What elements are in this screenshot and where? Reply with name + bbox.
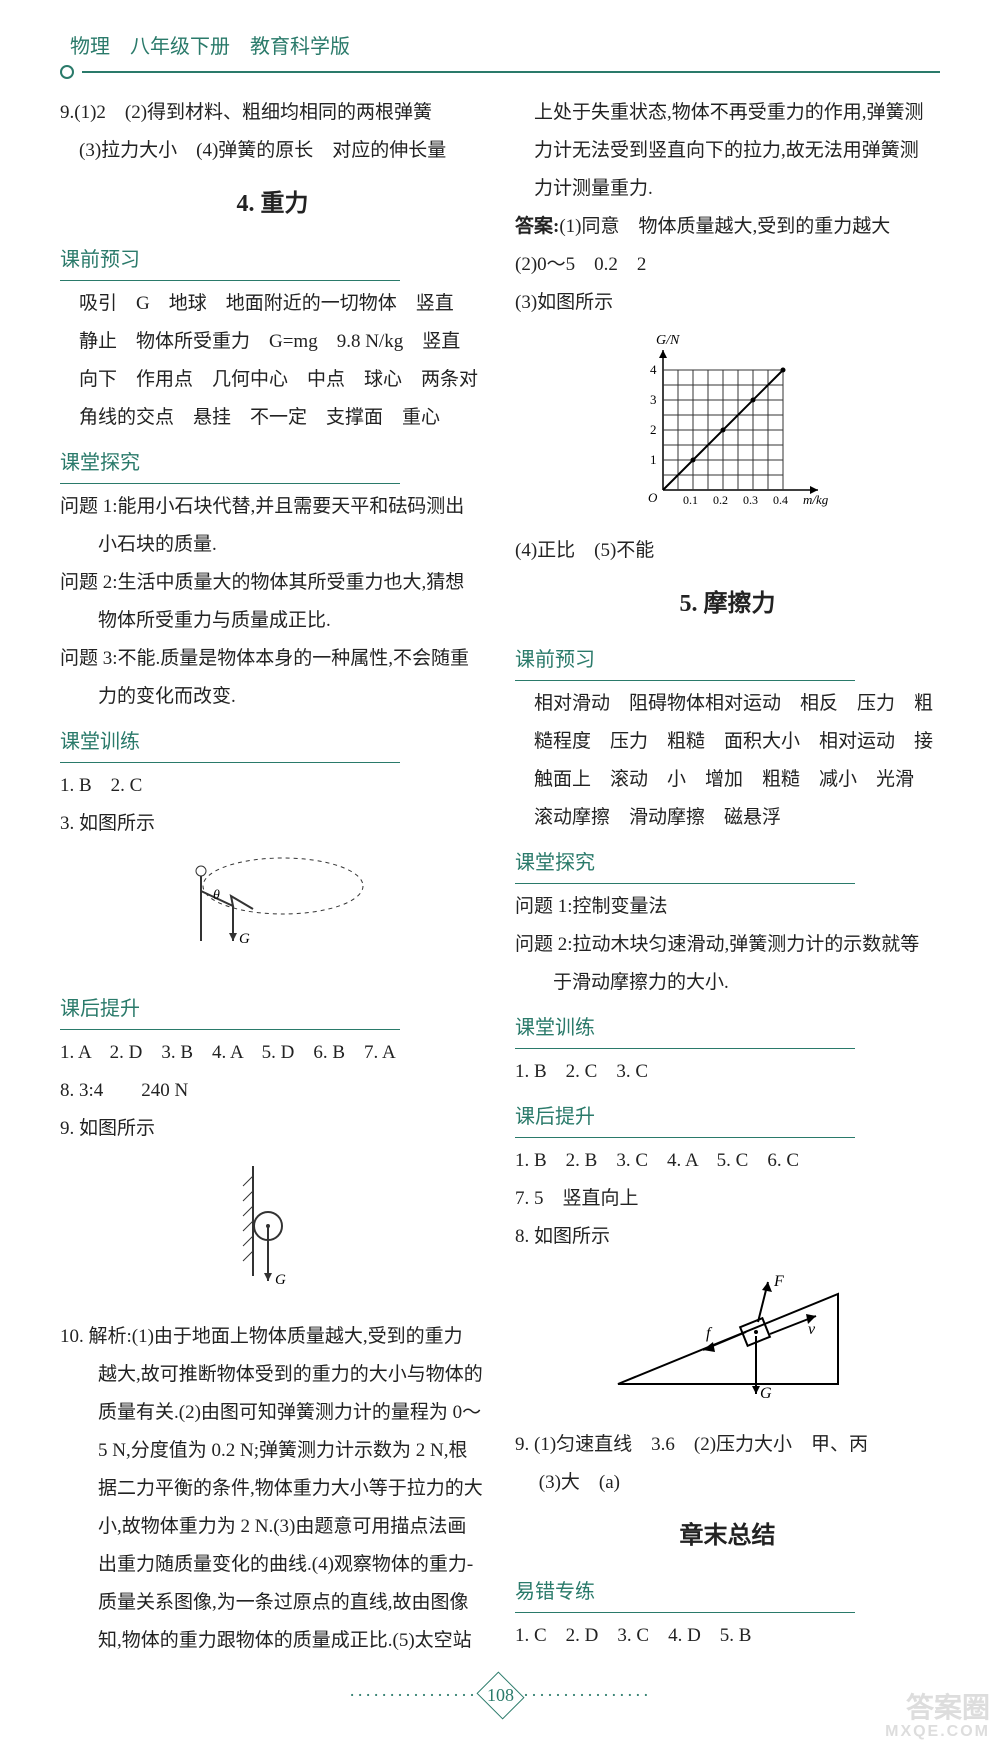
watermark: 答案圈 MXQE.COM — [885, 1693, 990, 1741]
svg-text:2: 2 — [650, 422, 657, 437]
chapter-end-title: 章末总结 — [515, 1512, 940, 1560]
preview-text: 吸引 G 地球 地面附近的一切物体 竖直 静止 物体所受重力 G=mg 9.8 … — [60, 285, 485, 437]
header-rule — [82, 71, 940, 73]
post-q9: 9. 如图所示 — [60, 1110, 485, 1148]
svg-text:0.3: 0.3 — [743, 493, 758, 507]
train-q3: 3. 如图所示 — [60, 805, 485, 843]
r-train-answers: 1. B 2. C 3. C — [515, 1053, 940, 1091]
r-problem-1: 问题 1:控制变量法 — [515, 888, 940, 926]
r-label-train: 课堂训练 — [515, 1008, 855, 1049]
post-q10: 10. 解析:(1)由于地面上物体质量越大,受到的重力 越大,故可推断物体受到的… — [60, 1318, 485, 1660]
problem-2: 问题 2:生活中质量大的物体其所受重力也大,猜想 物体所受重力与质量成正比. — [60, 564, 485, 640]
svg-text:G: G — [760, 1385, 772, 1402]
book-title: 物理 八年级下册 教育科学版 — [60, 30, 940, 65]
svg-text:f: f — [706, 1325, 713, 1342]
r-label-post: 课后提升 — [515, 1097, 855, 1138]
incline-figure: F f v G — [515, 1264, 940, 1418]
svg-text:v: v — [808, 1321, 816, 1338]
gn-chart: G/N — [515, 330, 940, 524]
r-preview-text: 相对滑动 阻碍物体相对运动 相反 压力 粗 糙程度 压力 粗糙 面积大小 相对运… — [515, 685, 940, 837]
svg-text:F: F — [773, 1273, 784, 1290]
r-problem-2: 问题 2:拉动木块匀速滑动,弹簧测力计的示数就等 于滑动摩擦力的大小. — [515, 926, 940, 1002]
svg-text:0.4: 0.4 — [773, 493, 788, 507]
fig3-g-label: G — [239, 931, 250, 947]
section-5-title: 5. 摩擦力 — [515, 580, 940, 628]
label-train: 课堂训练 — [60, 722, 400, 763]
answer-text: (1)同意 物体质量越大,受到的重力越大 (2)0～5 0.2 2 (3)如图所… — [515, 216, 890, 313]
section-4-title: 4. 重力 — [60, 180, 485, 228]
header-dot-icon — [60, 65, 74, 79]
continuation-text: 上处于失重状态,物体不再受重力的作用,弹簧测 力计无法受到竖直向下的拉力,故无法… — [515, 94, 940, 208]
problem-1: 问题 1:能用小石块代替,并且需要天平和砝码测出 小石块的质量. — [60, 488, 485, 564]
figure-9: G — [60, 1156, 485, 1310]
r-post-9: 9. (1)匀速直线 3.6 (2)压力大小 甲、丙 (3)大 (a) — [515, 1426, 940, 1502]
footer-dots-left: ················ — [349, 1685, 477, 1705]
svg-text:4: 4 — [650, 362, 657, 377]
footer-dots-right: ················ — [523, 1685, 651, 1705]
svg-text:θ: θ — [213, 888, 220, 903]
r-label-preview: 课前预习 — [515, 640, 855, 681]
svg-text:G/N: G/N — [656, 333, 680, 348]
error-answers: 1. C 2. D 3. C 4. D 5. B — [515, 1617, 940, 1655]
label-error: 易错专练 — [515, 1572, 855, 1613]
problem-3: 问题 3:不能.质量是物体本身的一种属性,不会随重 力的变化而改变. — [60, 640, 485, 716]
page-header: 物理 八年级下册 教育科学版 — [60, 30, 940, 79]
left-column: 9.(1)2 (2)得到材料、粗细均相同的两根弹簧 (3)拉力大小 (4)弹簧的… — [60, 94, 485, 1660]
page-footer: ················ 108 ················ — [60, 1680, 940, 1711]
fig9-g-label: G — [275, 1272, 286, 1288]
label-preview: 课前预习 — [60, 240, 400, 281]
label-post: 课后提升 — [60, 989, 400, 1030]
svg-text:1: 1 — [650, 452, 657, 467]
answer-block: 答案:(1)同意 物体质量越大,受到的重力越大 (2)0～5 0.2 2 (3)… — [515, 208, 940, 322]
svg-text:0.2: 0.2 — [713, 493, 728, 507]
answer-label: 答案: — [515, 216, 559, 237]
figure-3: θ G — [60, 851, 485, 975]
q9-text: 9.(1)2 (2)得到材料、粗细均相同的两根弹簧 (3)拉力大小 (4)弹簧的… — [60, 94, 485, 170]
svg-text:3: 3 — [650, 392, 657, 407]
r-label-explore: 课堂探究 — [515, 843, 855, 884]
svg-text:0.1: 0.1 — [683, 493, 698, 507]
r-post-8: 8. 如图所示 — [515, 1218, 940, 1256]
watermark-small: MXQE.COM — [885, 1723, 990, 1741]
right-column: 上处于失重状态,物体不再受重力的作用,弹簧测 力计无法受到竖直向下的拉力,故无法… — [515, 94, 940, 1660]
label-explore: 课堂探究 — [60, 443, 400, 484]
r-post-7: 7. 5 竖直向上 — [515, 1180, 940, 1218]
svg-text:m/kg: m/kg — [803, 492, 829, 507]
post-answers: 1. A 2. D 3. B 4. A 5. D 6. B 7. A — [60, 1034, 485, 1072]
page-number: 108 — [487, 1685, 514, 1706]
watermark-big: 答案圈 — [885, 1693, 990, 1724]
answer-45: (4)正比 (5)不能 — [515, 532, 940, 570]
r-post-answers: 1. B 2. B 3. C 4. A 5. C 6. C — [515, 1142, 940, 1180]
train-answers: 1. B 2. C — [60, 767, 485, 805]
svg-text:O: O — [648, 490, 658, 505]
post-q8: 8. 3:4 240 N — [60, 1072, 485, 1110]
